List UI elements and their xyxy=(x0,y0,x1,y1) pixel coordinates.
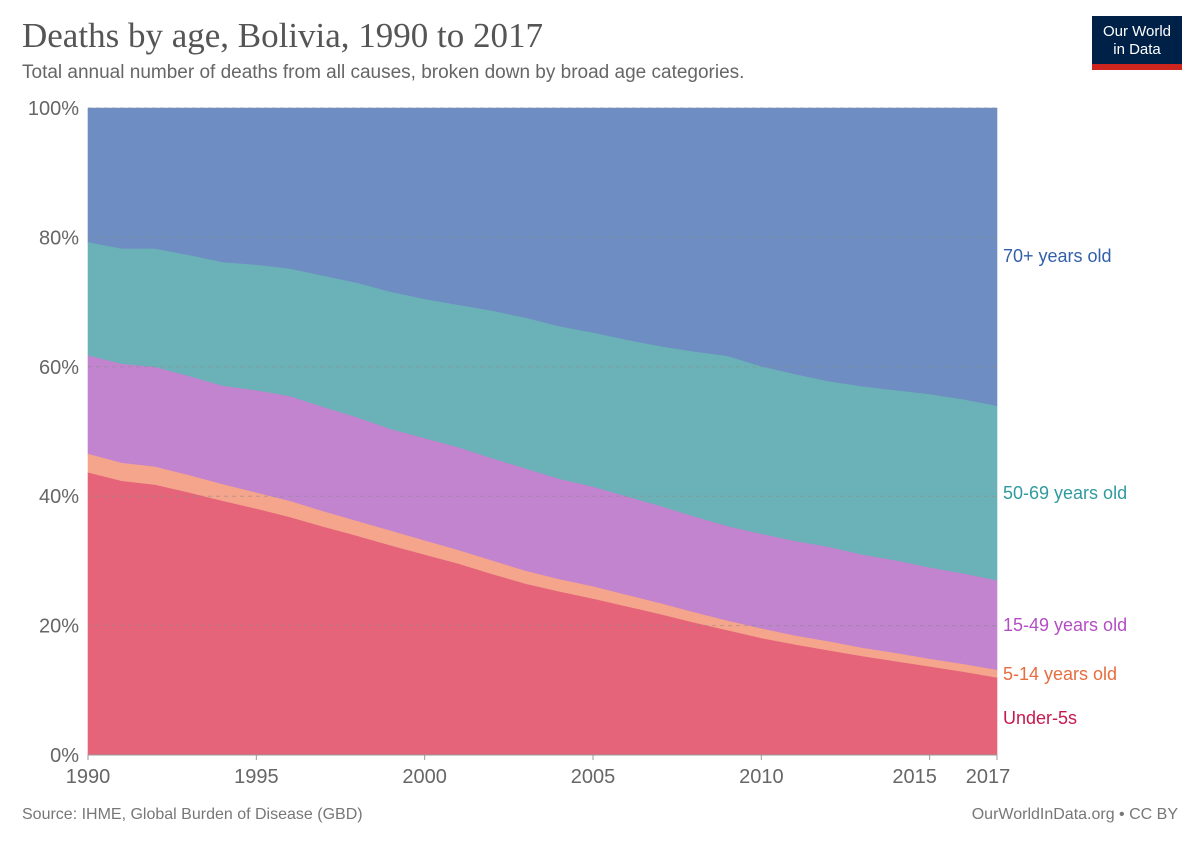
series-label-under-5s[interactable]: Under-5s xyxy=(1003,708,1077,728)
series-label-5-14-years-old[interactable]: 5-14 years old xyxy=(1003,664,1117,684)
source-note[interactable]: Source: IHME, Global Burden of Disease (… xyxy=(22,806,363,823)
y-tick-label: 0% xyxy=(50,745,79,767)
chart-subtitle: Total annual number of deaths from all c… xyxy=(22,62,745,83)
y-tick-label: 40% xyxy=(39,486,79,508)
y-tick-label: 20% xyxy=(39,616,79,638)
series-label-70-years-old[interactable]: 70+ years old xyxy=(1003,246,1112,266)
x-tick-label: 2017 xyxy=(966,766,1011,788)
area-layer xyxy=(87,107,998,756)
y-axis: 0% 20% 40% 60% 80% 100% xyxy=(28,98,79,767)
series-labels: Under-5s 5-14 years old 15-49 years old 50-… xyxy=(1003,246,1127,728)
y-tick-label: 100% xyxy=(28,98,79,120)
series-label-50-69-years-old[interactable]: 50-69 years old xyxy=(1003,483,1127,503)
x-tick-label: 2010 xyxy=(739,766,784,788)
y-tick-label: 60% xyxy=(39,357,79,379)
y-tick-label: 80% xyxy=(39,227,79,249)
logo-accent-bar xyxy=(1092,64,1182,70)
x-tick-label: 1995 xyxy=(234,766,279,788)
chart-title: Deaths by age, Bolivia, 1990 to 2017 xyxy=(22,16,544,55)
logo-line-1: Our World xyxy=(1102,23,1172,40)
x-tick-label: 2000 xyxy=(402,766,447,788)
owid-logo[interactable]: Our World in Data xyxy=(1092,16,1182,70)
logo-line-2: in Data xyxy=(1113,41,1161,58)
x-tick-label: 1990 xyxy=(66,766,111,788)
x-tick-label: 2005 xyxy=(571,766,616,788)
x-tick-label: 2015 xyxy=(892,766,937,788)
license-note[interactable]: OurWorldInData.org • CC BY xyxy=(971,806,1178,823)
series-label-15-49-years-old[interactable]: 15-49 years old xyxy=(1003,615,1127,635)
x-axis: 1990 1995 2000 2005 2010 2015 2017 xyxy=(66,754,1011,788)
